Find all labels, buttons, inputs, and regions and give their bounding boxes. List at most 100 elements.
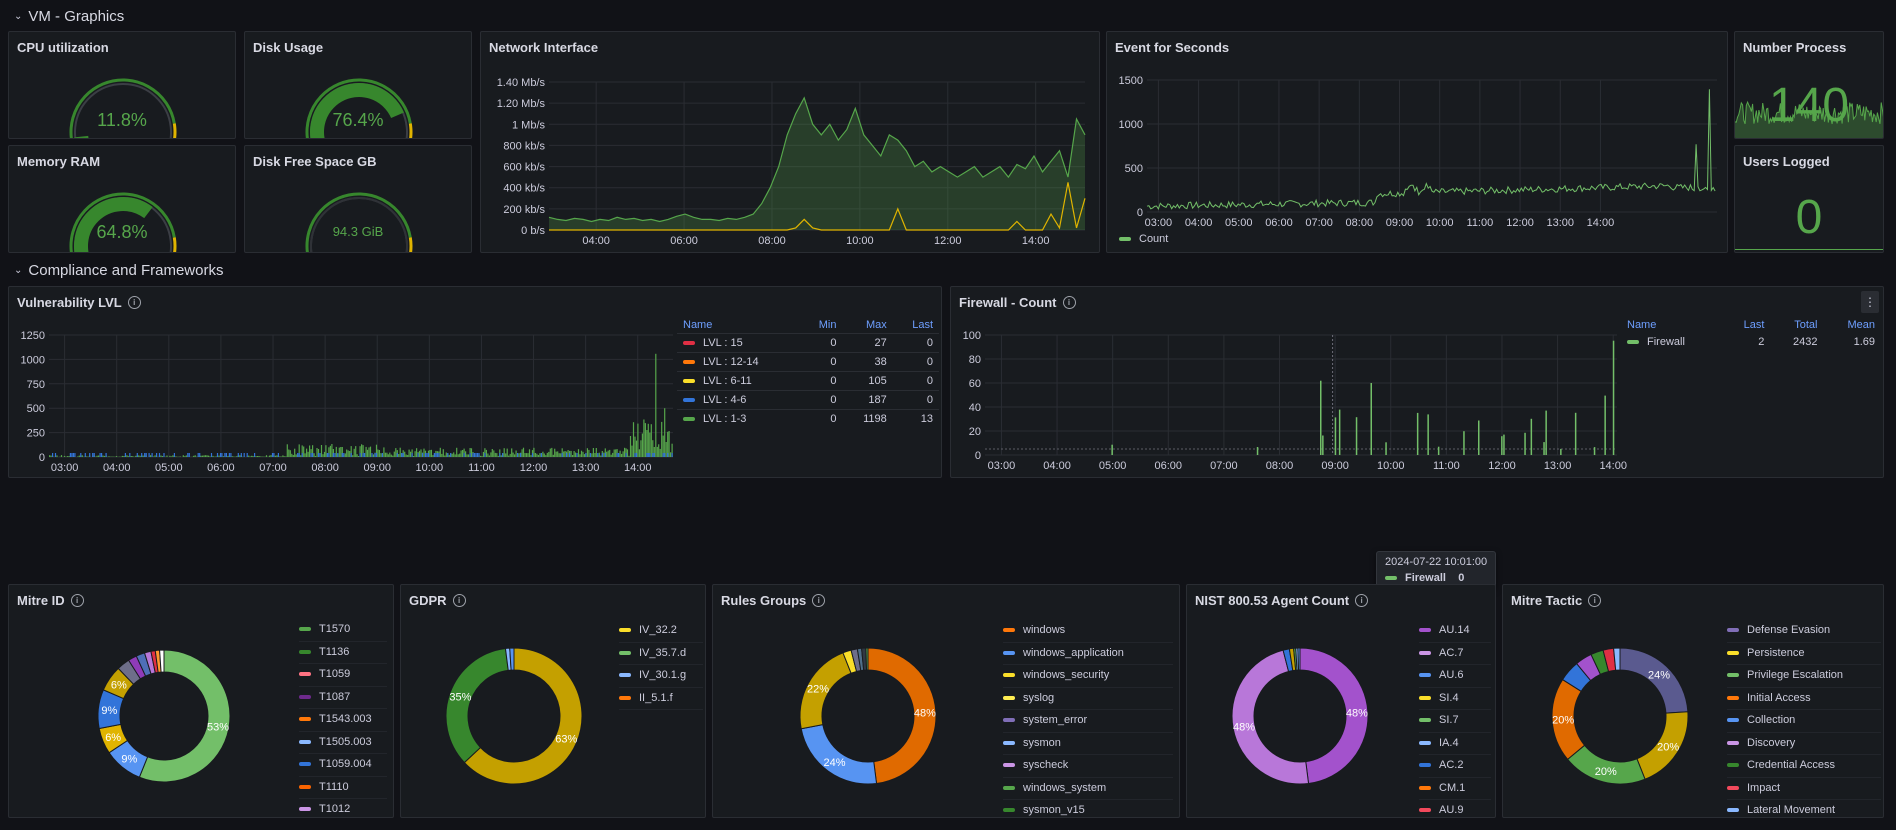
legend-row[interactable]: LVL : 6-11 0 105 0 [677,371,939,391]
legend-item[interactable]: AC.2 [1419,755,1491,778]
legend-item[interactable]: AC.7 [1419,643,1491,665]
users-panel[interactable]: Users Logged 0 [1734,145,1884,253]
legend-row[interactable]: LVL : 12-14 0 38 0 [677,352,939,372]
legend-row[interactable]: Firewall 2 2432 1.69 [1621,333,1881,351]
info-icon[interactable]: i [1355,594,1369,607]
legend-item[interactable]: system_error [1003,710,1173,733]
col-header[interactable]: Mean [1847,319,1875,331]
gauge-threshold-warn [172,123,177,138]
info-icon[interactable]: i [812,594,826,607]
info-icon[interactable]: i [70,594,84,607]
donut-slice[interactable] [138,649,231,783]
menu-icon[interactable]: ⋮ [1861,291,1879,313]
legend-row[interactable]: LVL : 15 0 27 0 [677,333,939,353]
donut-slice[interactable] [1231,649,1310,785]
legend-item[interactable]: Impact [1727,778,1881,800]
legend-item[interactable]: SI.7 [1419,710,1491,733]
vulnerability-panel[interactable]: Vulnerability LVL i 1250 1000 750 500 250 0 03:… [8,286,942,478]
info-icon[interactable]: i [452,594,466,607]
row-compliance[interactable]: ⌄ Compliance and Frameworks [14,262,223,279]
network-panel[interactable]: Network Interface 1.40 Mb/s 1.20 Mb/s 1 Mb… [480,31,1100,253]
memory-panel[interactable]: Memory RAM 64.8% [8,145,236,253]
legend-item[interactable]: SI.4 [1419,688,1491,710]
legend-item[interactable]: windows_system [1003,778,1173,800]
disk-free-panel[interactable]: Disk Free Space GB 94.3 GiB [244,145,472,253]
rules-panel[interactable]: Rules Groups i 48% 24% 22% windows windows_a… [712,584,1180,818]
vuln-bar [301,445,303,457]
donut-slice[interactable] [1299,647,1369,785]
legend-item[interactable]: IV_30.1.g [619,665,703,688]
legend-item[interactable]: IA.4 [1419,733,1491,755]
col-header[interactable]: Max [865,319,887,331]
events-panel[interactable]: Event for Seconds 1500 1000 500 0 03:00 04:00… [1106,31,1728,253]
legend-item[interactable]: Credential Access [1727,755,1881,778]
legend-item[interactable]: Initial Access [1727,688,1881,710]
legend-item[interactable]: AU.14 [1419,620,1491,643]
legend-item[interactable]: T1087 [299,687,387,709]
col-header[interactable]: Last [912,319,933,331]
gdpr-panel[interactable]: GDPR i 63% 35% IV_32.2 IV_35.7.d IV_30.1.g II… [400,584,706,818]
legend-row[interactable]: LVL : 1-3 0 1198 13 [677,409,939,428]
col-header[interactable]: Min [818,319,837,331]
legend-item[interactable]: windows_security [1003,665,1173,688]
vuln-bar [380,453,382,457]
legend-label: IV_35.7.d [639,646,687,659]
legend-item[interactable]: windows [1003,620,1173,643]
legend-item[interactable]: syscheck [1003,755,1173,778]
legend-item[interactable]: II_5.1.f [619,688,703,710]
row-vm-graphics[interactable]: ⌄ VM - Graphics [14,8,124,25]
donut-slice[interactable] [1613,647,1621,671]
legend-item[interactable]: Privilege Escalation [1727,665,1881,688]
legend-item[interactable]: T1059 [299,664,387,687]
process-panel[interactable]: Number Process 140 [1734,31,1884,139]
cpu-panel[interactable]: CPU utilization 11.8% [8,31,236,139]
donut-slice[interactable] [159,649,165,673]
firewall-panel[interactable]: Firewall - Count i ⋮ 100 80 60 40 20 0 03:00 04:… [950,286,1884,478]
legend-item[interactable]: T1059.004 [299,754,387,777]
info-icon[interactable]: i [1062,296,1076,309]
disk-usage-panel[interactable]: Disk Usage 76.4% [244,31,472,139]
mitre-id-panel[interactable]: Mitre ID i 53% 9% 6% 9% 6% T1570 T1136 T1059 T10… [8,584,394,818]
donut-slice[interactable] [1297,647,1301,671]
legend-item[interactable]: T1012 [299,799,387,817]
legend-item[interactable]: T1505.003 [299,732,387,754]
info-icon[interactable]: i [1588,594,1602,607]
col-header[interactable]: Name [1627,319,1657,331]
legend-item[interactable]: syslog [1003,688,1173,710]
legend-item[interactable]: CM.1 [1419,778,1491,800]
mitre-tactic-panel[interactable]: Mitre Tactic i 24% 20% 20% 20% Defense Evasi… [1502,584,1884,818]
legend-item[interactable]: IV_32.2 [619,620,703,643]
legend-item[interactable]: Persistence [1727,643,1881,665]
vuln-bar [312,445,314,457]
legend-item[interactable]: sysmon_v15 [1003,800,1173,817]
vuln-bar-low [473,453,476,457]
donut-slice[interactable] [867,647,937,785]
legend-item[interactable]: Collection [1727,710,1881,733]
vuln-bar [132,456,134,457]
legend-item[interactable]: Lateral Movement [1727,800,1881,817]
donut-slice[interactable] [445,647,509,764]
legend-item[interactable]: AU.6 [1419,665,1491,688]
donut-slice[interactable] [800,724,878,785]
col-header[interactable]: Last [1743,319,1765,331]
nist-panel[interactable]: NIST 800.53 Agent Count i 48% 48% AU.14 AC.… [1186,584,1496,818]
legend-item[interactable]: windows_application [1003,643,1173,665]
legend-item[interactable]: Discovery [1727,733,1881,755]
legend-item[interactable]: T1136 [299,642,387,664]
donut-slice[interactable] [865,647,869,671]
legend-row[interactable]: LVL : 4-6 0 187 0 [677,390,939,410]
legend-item[interactable]: T1543.003 [299,709,387,732]
legend-item[interactable]: T1570 [299,619,387,642]
legend-item[interactable]: Defense Evasion [1727,620,1881,643]
legend-item[interactable]: sysmon [1003,733,1173,755]
info-icon[interactable]: i [127,296,141,309]
col-header[interactable]: Total [1794,319,1818,331]
events-legend[interactable]: Count [1119,233,1168,245]
legend-item[interactable]: T1110 [299,777,387,799]
legend-item[interactable]: IV_35.7.d [619,643,703,665]
col-header[interactable]: Name [683,319,713,331]
donut-slice[interactable] [509,647,515,671]
panel-title: Disk Free Space GB [253,154,377,169]
donut-slice[interactable] [463,647,583,785]
legend-item[interactable]: AU.9 [1419,800,1491,817]
